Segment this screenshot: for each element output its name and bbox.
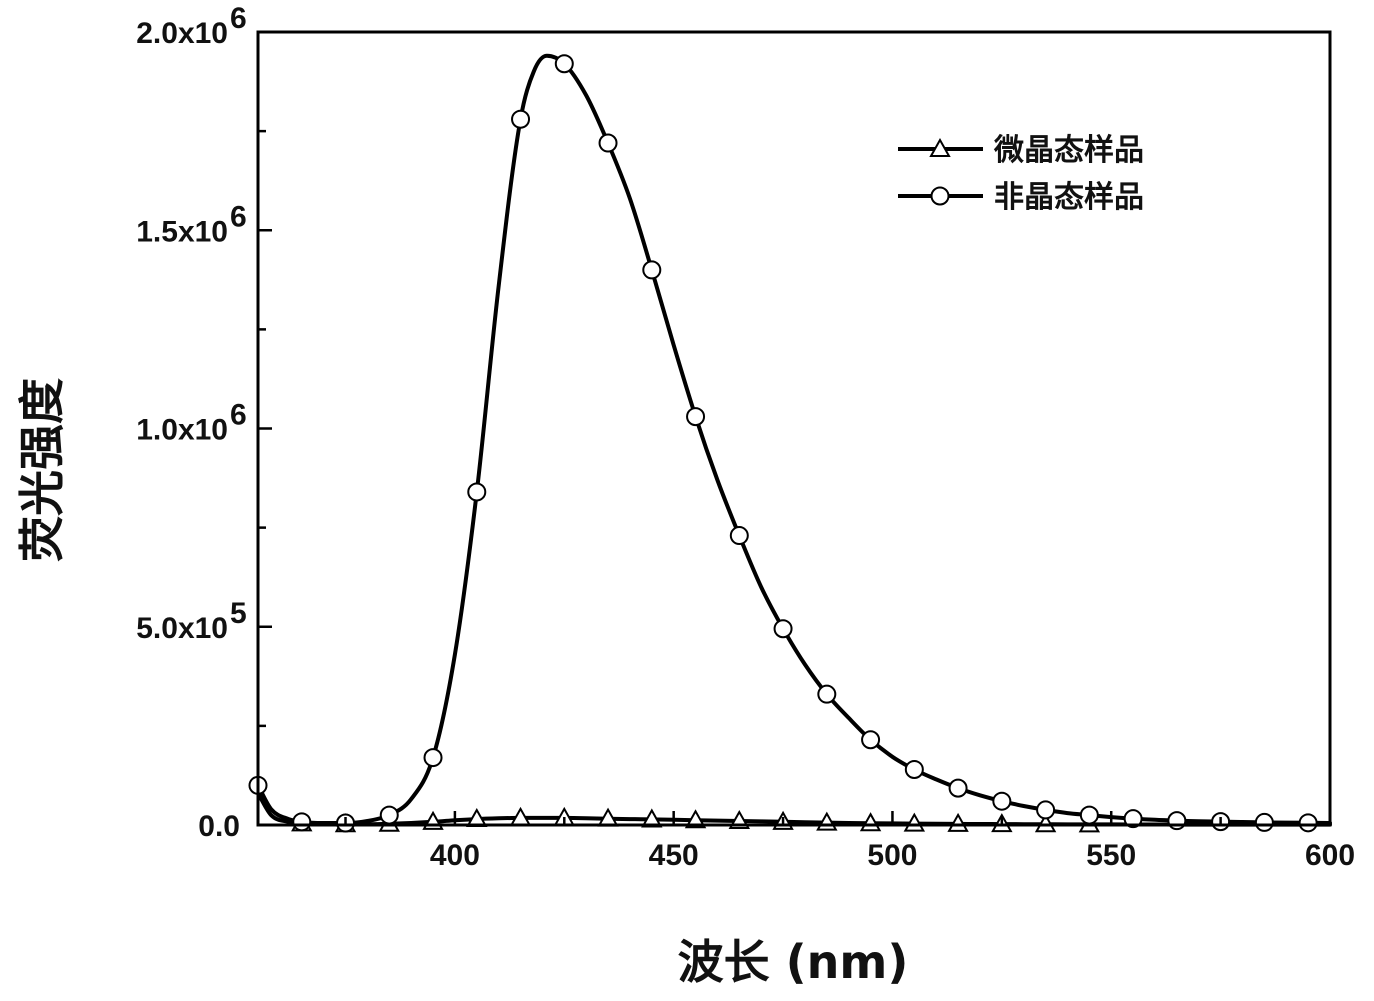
series-2-marker — [687, 408, 704, 425]
plot-frame — [258, 32, 1330, 825]
series-2-marker — [556, 55, 573, 72]
y-tick-exponent: 5 — [230, 597, 247, 630]
series-2-marker — [993, 793, 1010, 810]
series-2-marker — [1081, 807, 1098, 824]
x-tick-label: 550 — [1086, 839, 1136, 872]
x-tick-label: 400 — [430, 839, 480, 872]
series-2-marker — [643, 261, 660, 278]
series-2-marker — [381, 807, 398, 824]
y-tick-label: 1.0x10 — [136, 414, 228, 447]
series-2-marker — [1256, 814, 1273, 831]
series-2-marker — [731, 527, 748, 544]
series-2-marker — [293, 813, 310, 830]
series-2-marker — [906, 761, 923, 778]
axes-layer: 4004505005506000.05.0x1051.0x1061.5x1062… — [136, 2, 1355, 872]
x-tick-label: 600 — [1305, 839, 1355, 872]
x-axis-title: 波长 (nm) — [678, 935, 909, 989]
series-layer — [250, 55, 1331, 831]
y-tick-label: 2.0x10 — [136, 17, 228, 50]
legend: 微晶态样品非晶态样品 — [898, 133, 1144, 215]
y-tick-exponent: 6 — [230, 2, 247, 35]
legend-marker-2 — [932, 188, 949, 205]
legend-label-1: 微晶态样品 — [993, 133, 1144, 168]
y-tick-exponent: 6 — [230, 399, 247, 432]
series-2-marker — [775, 620, 792, 637]
series-2-marker — [950, 780, 967, 797]
series-2-marker — [425, 749, 442, 766]
series-2-marker — [1300, 814, 1317, 831]
y-tick-exponent: 6 — [230, 200, 247, 233]
series-2-marker — [600, 135, 617, 152]
series-2-marker — [818, 686, 835, 703]
series-2-marker — [512, 111, 529, 128]
series-2-marker — [1037, 801, 1054, 818]
series-2-marker — [1168, 812, 1185, 829]
series-2-marker — [862, 731, 879, 748]
y-tick-label: 0.0 — [198, 810, 240, 843]
x-tick-label: 500 — [867, 839, 917, 872]
y-tick-label: 1.5x10 — [136, 215, 228, 248]
y-tick-label: 5.0x10 — [136, 612, 228, 645]
y-axis-title: 荧光强度 — [15, 378, 69, 562]
series-2-marker — [468, 483, 485, 500]
x-tick-label: 450 — [649, 839, 699, 872]
legend-label-2: 非晶态样品 — [994, 180, 1144, 215]
series-line-2 — [258, 56, 1330, 823]
